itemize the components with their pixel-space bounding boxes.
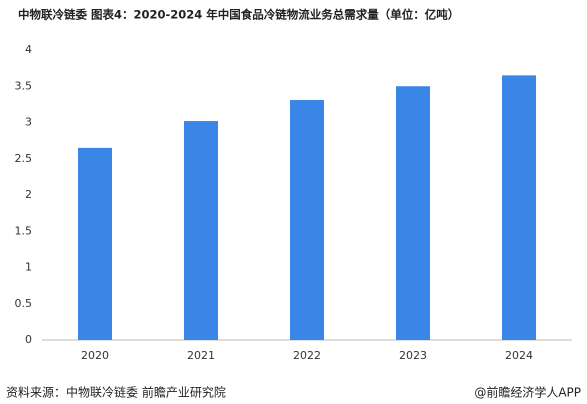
- y-tick-label: 2: [25, 188, 32, 201]
- bar: [78, 147, 112, 340]
- y-tick-label: 2.5: [15, 152, 33, 165]
- chart-title: 中物联冷链委 图表4：2020-2024 年中国食品冷链物流业务总需求量（单位：…: [18, 8, 459, 22]
- x-tick-label: 2024: [505, 349, 533, 362]
- x-tick-label: 2021: [187, 349, 215, 362]
- bar: [290, 100, 324, 341]
- y-tick-label: 3: [25, 116, 32, 129]
- source-note: 资料来源：中物联冷链委 前瞻产业研究院: [6, 385, 226, 400]
- bar: [184, 121, 218, 340]
- y-tick-label: 4: [25, 43, 32, 56]
- y-tick-label: 3.5: [15, 79, 33, 92]
- credit: @前瞻经济学人APP: [474, 385, 581, 400]
- y-tick-label: 0.5: [15, 297, 33, 310]
- y-tick-label: 1.5: [15, 224, 33, 237]
- x-tick-label: 2022: [293, 349, 321, 362]
- y-tick-label: 0: [25, 333, 32, 346]
- x-tick-label: 2020: [81, 349, 109, 362]
- bar: [502, 75, 536, 340]
- y-tick-label: 1: [25, 261, 32, 274]
- x-tick-label: 2023: [399, 349, 427, 362]
- bar: [396, 86, 430, 340]
